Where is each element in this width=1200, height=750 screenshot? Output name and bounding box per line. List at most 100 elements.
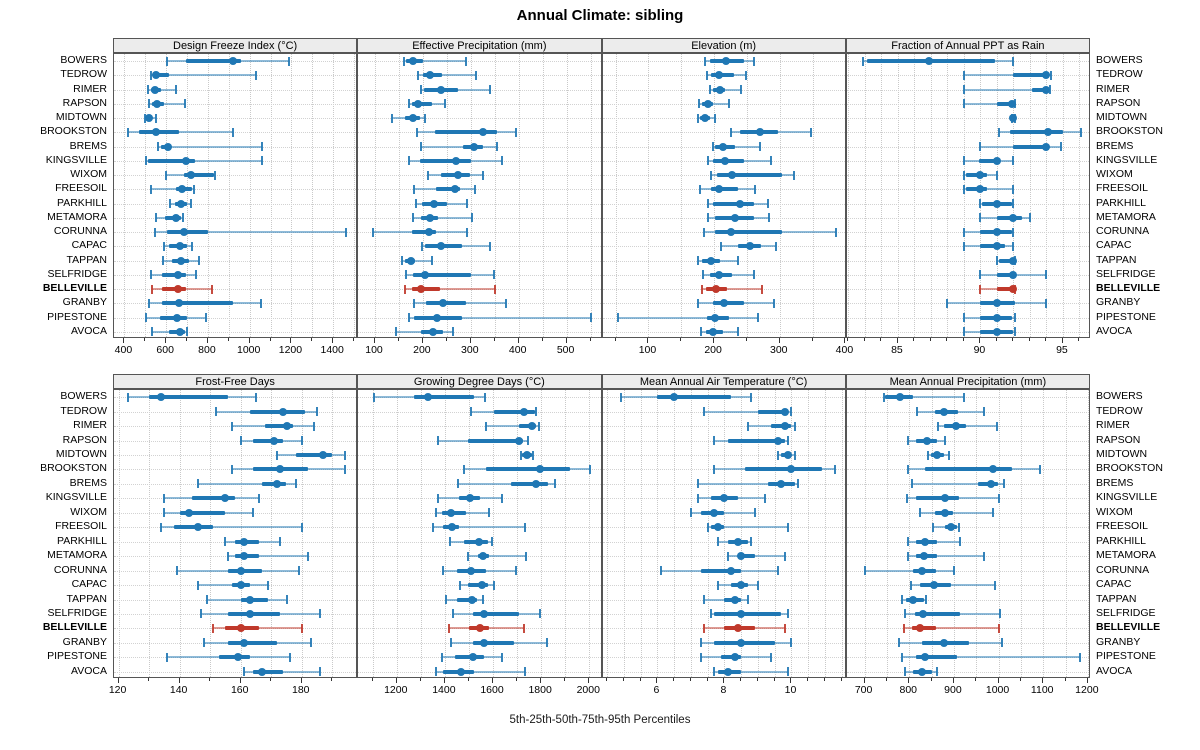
whisker-cap-5th [907,537,910,547]
whisker-cap-95th [300,436,303,446]
gridline-vertical [354,54,356,337]
percentile-bar-25-75 [413,272,472,277]
whisker-cap-5th [697,298,700,308]
median-dot [784,451,793,460]
median-dot [719,299,728,308]
percentile-bar-25-75 [714,611,782,616]
percentile-bar-25-75 [162,301,233,306]
whisker-cap-5th [449,638,452,648]
whisker-cap-5th [166,652,169,662]
median-dot [182,156,191,165]
x-axis-minor-tick [946,338,948,341]
row-label-right: BREMS [1096,139,1134,152]
panel-title: Fraction of Annual PPT as Rain [891,40,1045,52]
gridline-row-guide [114,440,357,442]
gridline-vertical [1013,54,1015,337]
percentile-bar-25-75 [162,272,186,277]
gridline-vertical [396,390,398,677]
row-label-left: BREMS [69,476,107,489]
gridline-vertical [372,390,374,677]
x-axis-minor-tick [493,338,495,341]
row-label-left: METAMORA [47,210,107,223]
median-dot [421,270,430,279]
whisker-cap-95th [787,436,790,446]
whisker-cap-5th [962,85,965,95]
gridline-vertical [886,390,888,677]
median-dot [756,128,765,137]
whisker-cap-95th [756,580,759,590]
x-tick-label: 2000 [576,684,600,696]
median-dot [992,299,1001,308]
median-dot [184,508,193,517]
gridline-vertical [1020,390,1022,677]
x-axis-minor-tick [811,338,813,341]
whisker-cap-5th [962,99,965,109]
whisker-cap-5th [746,421,749,431]
percentile-bar-25-75 [467,583,488,588]
whisker-cap-5th [415,127,418,137]
percentile-whisker-5-95 [963,88,1050,91]
whisker-cap-95th [514,566,517,576]
x-tick-label: 100 [638,344,657,356]
whisker-cap-95th [998,609,1001,619]
whisker-cap-95th [761,284,764,294]
percentile-bar-25-75 [149,395,229,400]
whisker-cap-95th [344,227,347,237]
whisker-cap-95th [258,493,261,503]
median-dot [276,465,285,474]
row-label-right: CORUNNA [1096,563,1150,576]
gridline-vertical [166,54,168,337]
panel-strip: Design Freeze Index (°C) [113,38,358,53]
whisker-cap-5th [702,227,705,237]
whisker-cap-5th [713,464,716,474]
whisker-cap-5th [147,85,150,95]
row-label-right: PARKHILL [1096,196,1146,209]
whisker-cap-95th [834,464,837,474]
percentile-whisker-5-95 [709,88,742,91]
whisker-cap-5th [215,407,218,417]
whisker-cap-5th [700,652,702,662]
x-axis-major-tick [178,678,180,683]
x-axis-minor-tick [680,338,682,341]
median-dot [737,609,746,618]
gridline-row-guide [114,175,357,177]
whisker-cap-5th [909,580,912,590]
row-label-right: TEDROW [1096,68,1143,81]
percentile-whisker-5-95 [148,102,185,105]
x-tick-label: 10 [784,684,797,696]
percentile-whisker-5-95 [697,482,799,485]
median-dot [239,537,248,546]
whisker-cap-95th [746,595,749,605]
row-label-right: CAPAC [1096,239,1132,252]
row-label-right: RIMER [1096,82,1130,95]
gridline-vertical [187,54,189,337]
whisker-cap-95th [793,421,796,431]
percentile-bar-25-75 [252,669,284,674]
percentile-bar-25-75 [252,438,284,443]
x-tick-label: 200 [704,344,722,356]
gridline-vertical [607,390,609,677]
percentile-bar-25-75 [996,287,1016,292]
x-axis-minor-tick [689,678,691,681]
whisker-cap-95th [777,566,780,576]
row-label-left: GRANBY [62,296,107,309]
whisker-cap-5th [898,638,901,648]
x-axis-minor-tick [209,678,211,681]
percentile-bar-25-75 [228,611,281,616]
whisker-cap-5th [407,313,410,323]
median-dot [426,71,435,80]
percentile-bar-25-75 [980,244,1006,249]
row-label-left: MIDTOWN [55,448,107,461]
x-axis-minor-tick [371,678,373,681]
gridline-row-guide [846,671,1089,673]
row-label-right: CAPAC [1096,578,1132,591]
row-label-right: AVOCA [1096,324,1132,337]
whisker-cap-5th [979,142,982,152]
median-dot [478,552,487,561]
median-dot [716,85,725,94]
row-label-left: PARKHILL [57,196,107,209]
whisker-cap-95th [783,551,786,561]
median-dot [236,566,245,575]
whisker-cap-95th [753,270,756,280]
gridline-row-guide [114,89,357,91]
